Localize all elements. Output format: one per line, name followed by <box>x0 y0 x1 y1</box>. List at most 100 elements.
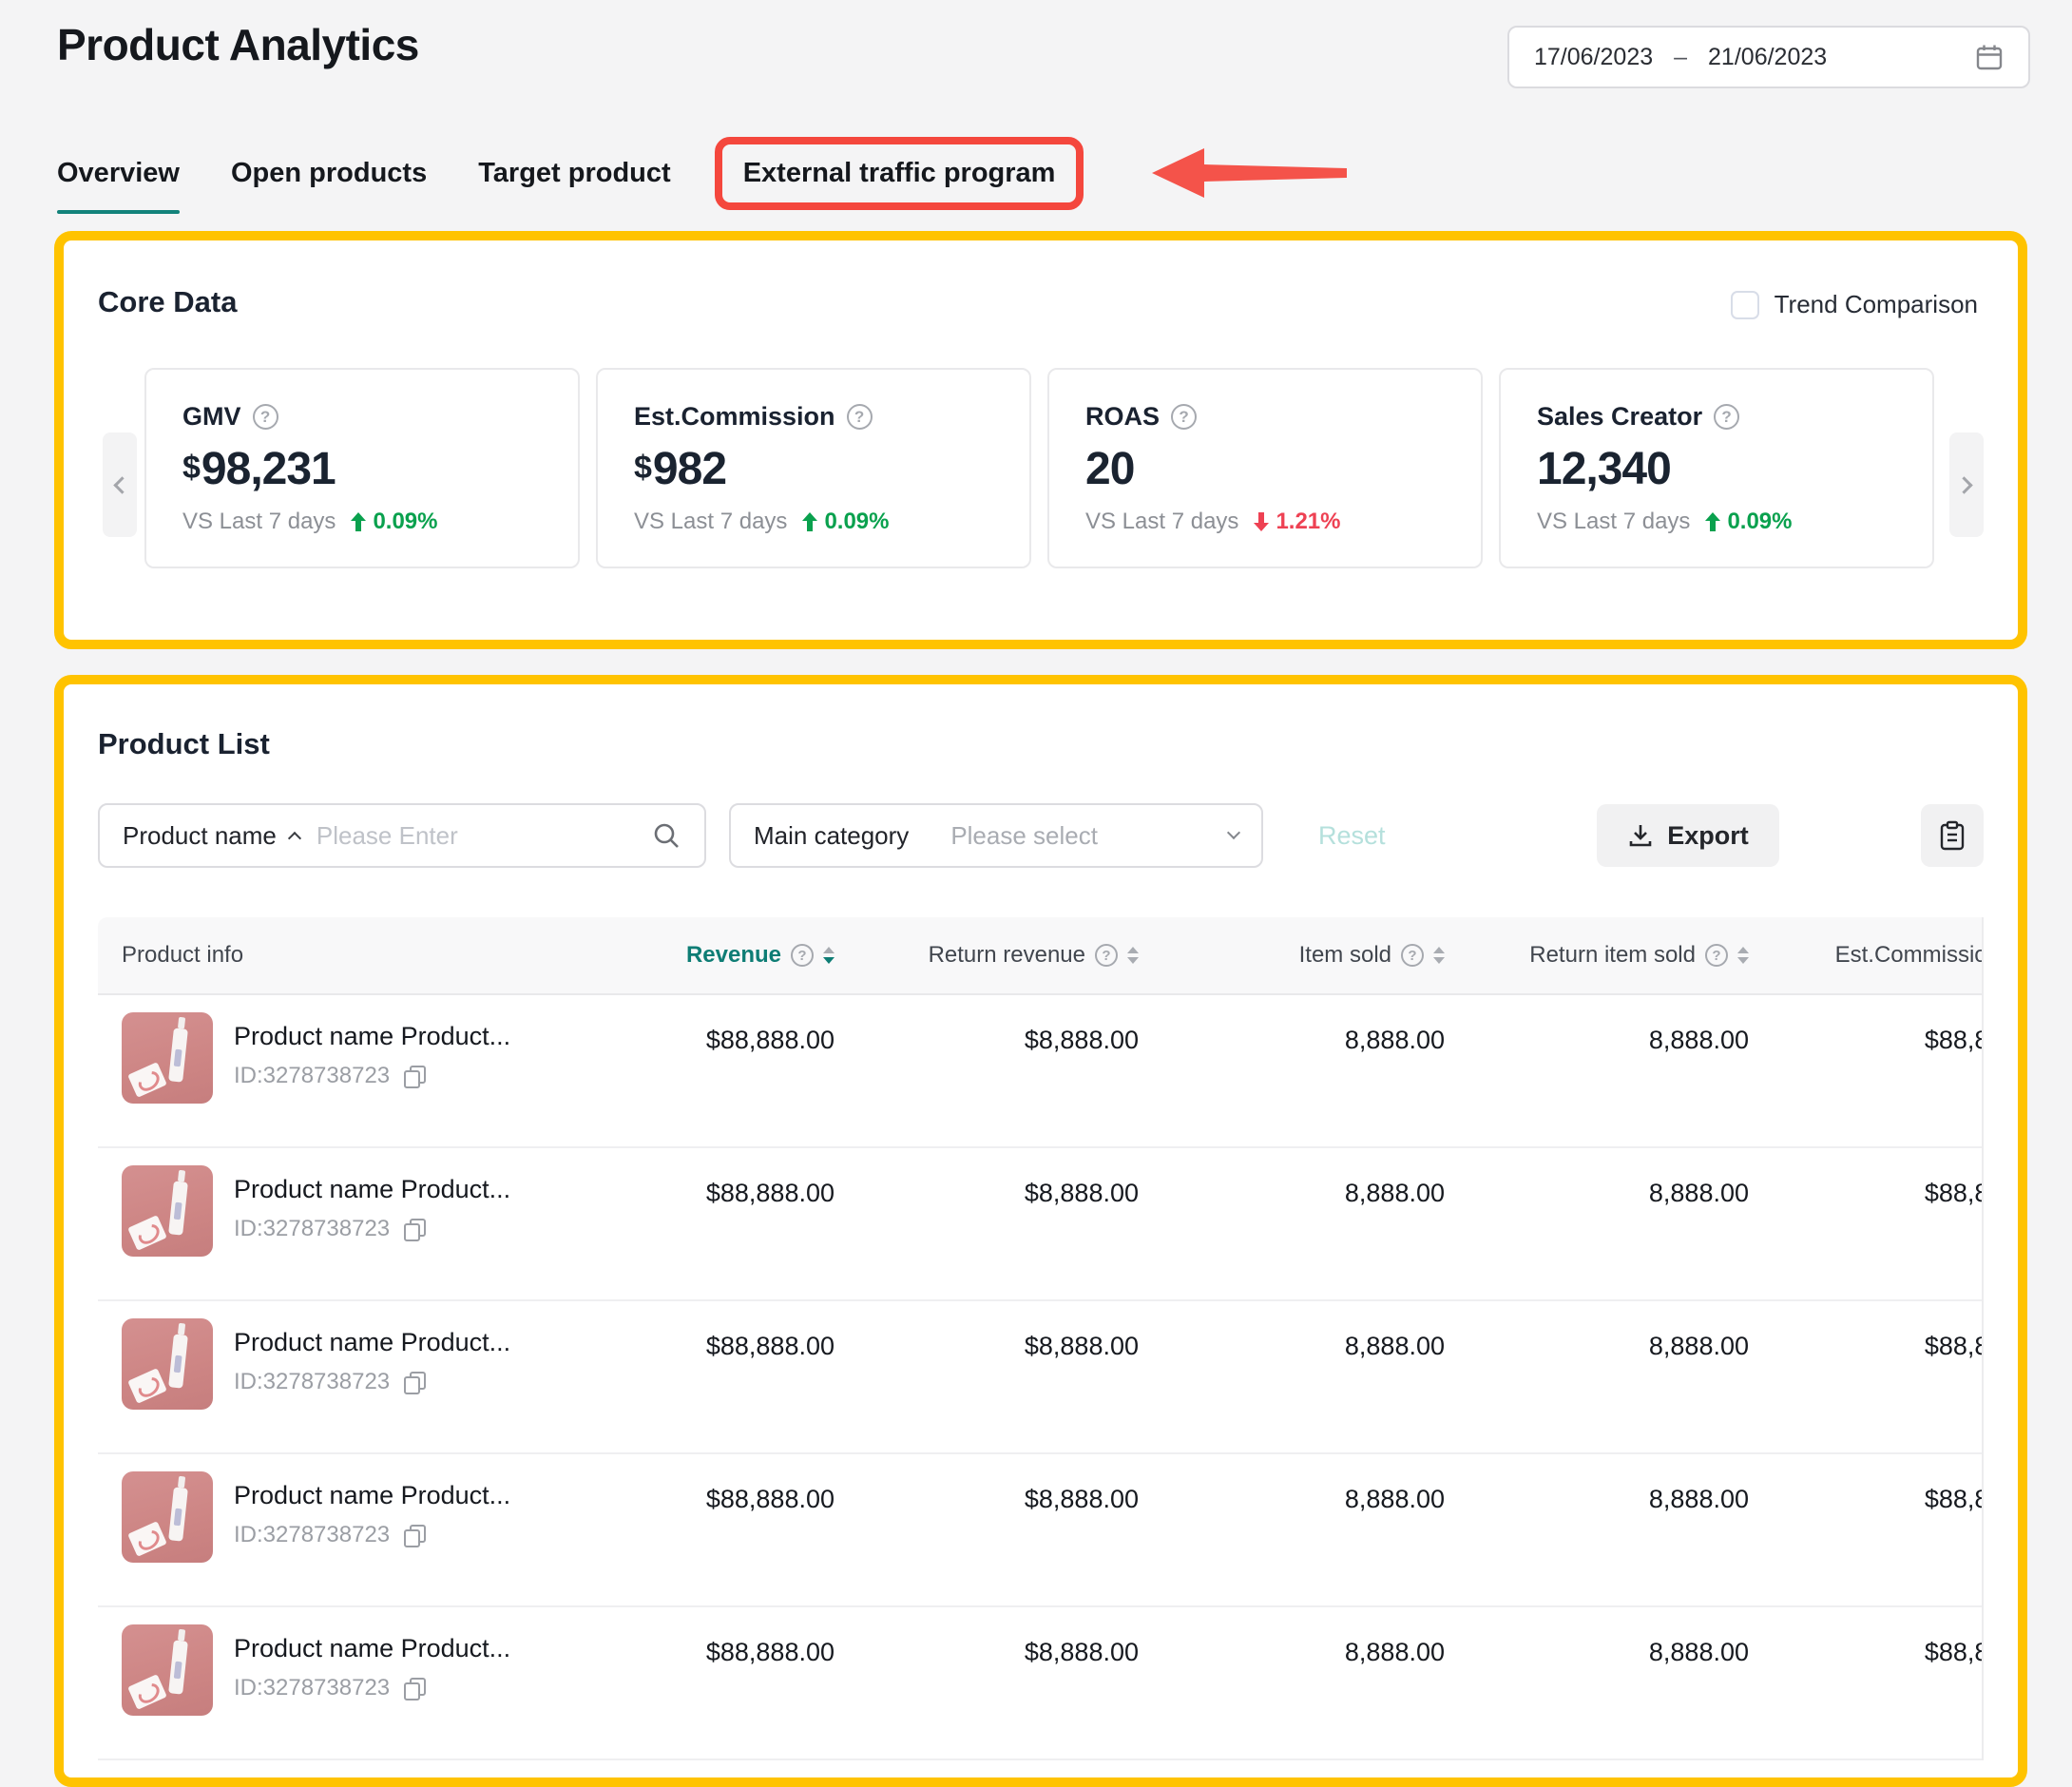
filter-row: Product name Main category Please select… <box>98 803 1984 868</box>
product-id: ID:3278738723 <box>234 1063 391 1088</box>
tab-target-product[interactable]: Target product <box>478 157 671 188</box>
help-icon[interactable] <box>1171 404 1198 430</box>
export-button[interactable]: Export <box>1597 804 1779 867</box>
est-commission-value: $88,888.00 <box>1924 1026 1984 1054</box>
metric-value: 982 <box>652 444 727 494</box>
product-image <box>122 1471 213 1563</box>
metric-delta: 1.21% <box>1254 509 1341 535</box>
metric-label: ROAS <box>1085 402 1161 431</box>
column-est-commission: Est.Commission <box>1749 917 1982 993</box>
sort-control-revenue[interactable] <box>823 947 835 964</box>
reset-button[interactable]: Reset <box>1318 820 1386 850</box>
page-title: Product Analytics <box>57 20 419 69</box>
metric-value: 12,340 <box>1537 444 1672 494</box>
tab-bar: Overview Open products Target product Ex… <box>57 133 1348 214</box>
vs-label: VS Last 7 days <box>1085 509 1239 534</box>
table-body: Product name Product... ID:3278738723 $8… <box>98 995 1982 1760</box>
annotation-arrow <box>1152 144 1348 202</box>
search-icon[interactable] <box>651 820 681 851</box>
product-name-filter[interactable]: Product name <box>98 803 706 868</box>
table-row[interactable]: Product name Product... ID:3278738723 $8… <box>98 1148 1984 1301</box>
copy-icon[interactable] <box>401 1217 427 1241</box>
return-item-sold-value: 8,888.00 <box>1648 1638 1749 1666</box>
return-item-sold-value: 8,888.00 <box>1648 1485 1749 1513</box>
main-category-filter[interactable]: Main category Please select <box>729 803 1263 868</box>
sort-control-return-item-sold[interactable] <box>1737 947 1749 964</box>
vs-label: VS Last 7 days <box>182 509 336 534</box>
product-name-input[interactable] <box>316 820 651 851</box>
help-icon[interactable] <box>252 404 278 430</box>
item-sold-value: 8,888.00 <box>1344 1332 1445 1360</box>
chevron-down-icon[interactable] <box>1226 825 1241 840</box>
help-icon[interactable] <box>1714 404 1740 430</box>
help-icon[interactable] <box>1401 944 1424 967</box>
metric-label: Est.Commission <box>634 402 835 431</box>
tab-overview[interactable]: Overview <box>57 157 180 214</box>
help-icon[interactable] <box>791 944 814 967</box>
sort-control-item-sold[interactable] <box>1433 947 1445 964</box>
return-revenue-value: $8,888.00 <box>1024 1485 1139 1513</box>
clipboard-icon <box>1940 820 1965 851</box>
est-commission-value: $88,888.00 <box>1924 1179 1984 1207</box>
product-id: ID:3278738723 <box>234 1369 391 1394</box>
product-list-panel: Product List Product name Main category … <box>54 675 2027 1787</box>
date-separator: – <box>1674 43 1688 70</box>
arrow-down-icon <box>1254 512 1270 531</box>
cards-prev-button[interactable] <box>103 432 137 537</box>
vs-label: VS Last 7 days <box>634 509 788 534</box>
revenue-value: $88,888.00 <box>705 1332 835 1360</box>
revenue-value: $88,888.00 <box>705 1026 835 1054</box>
table-header: Product info Revenue Return revenue Item… <box>98 917 1982 995</box>
product-image <box>122 1165 213 1257</box>
product-id: ID:3278738723 <box>234 1675 391 1701</box>
metric-delta: 0.09% <box>351 509 438 535</box>
tab-external-traffic-program[interactable]: External traffic program <box>714 136 1084 210</box>
cards-next-button[interactable] <box>1949 432 1984 537</box>
help-icon[interactable] <box>1705 944 1728 967</box>
product-name: Product name Product... <box>234 1175 511 1203</box>
metric-card-est-commission: Est.Commission $982 VS Last 7 days 0.09% <box>596 368 1031 568</box>
return-item-sold-value: 8,888.00 <box>1648 1332 1749 1360</box>
product-id: ID:3278738723 <box>234 1522 391 1547</box>
copy-icon[interactable] <box>401 1523 427 1547</box>
table-row[interactable]: Product name Product... ID:3278738723 $8… <box>98 1454 1982 1607</box>
return-item-sold-value: 8,888.00 <box>1648 1026 1749 1054</box>
calendar-icon[interactable] <box>1975 43 2004 71</box>
product-table: Product info Revenue Return revenue Item… <box>98 917 1984 1760</box>
arrow-up-icon <box>802 512 818 531</box>
est-commission-value: $88,888.00 <box>1924 1638 1984 1666</box>
metric-delta: 0.09% <box>1705 509 1793 535</box>
copy-icon[interactable] <box>401 1064 427 1088</box>
table-row[interactable]: Product name Product... ID:3278738723 $8… <box>98 995 1984 1148</box>
column-revenue: Revenue <box>516 917 835 993</box>
metric-currency: $ <box>634 450 652 486</box>
return-revenue-value: $8,888.00 <box>1024 1332 1139 1360</box>
table-row[interactable]: Product name Product... ID:3278738723 $8… <box>98 1301 1984 1454</box>
product-list-title: Product List <box>98 727 270 760</box>
chevron-up-icon[interactable] <box>287 831 301 846</box>
date-range-picker[interactable]: 17/06/2023 – 21/06/2023 <box>1507 26 2030 88</box>
tab-open-products[interactable]: Open products <box>230 157 428 188</box>
metric-delta: 0.09% <box>802 509 890 535</box>
product-name-filter-label: Product name <box>123 820 277 850</box>
sort-control-return-revenue[interactable] <box>1127 947 1139 964</box>
download-icon <box>1629 825 1652 847</box>
metric-value: 98,231 <box>201 444 336 494</box>
est-commission-value: $88,888.00 <box>1924 1332 1984 1360</box>
product-name: Product name Product... <box>234 1328 511 1356</box>
table-row[interactable]: Product name Product... ID:3278738723 $8… <box>98 1607 1984 1760</box>
revenue-value: $88,888.00 <box>705 1485 835 1513</box>
core-data-panel: Core Data Trend Comparison GMV $98,231 V… <box>54 231 2027 649</box>
metric-card-gmv: GMV $98,231 VS Last 7 days 0.09% <box>144 368 580 568</box>
help-icon[interactable] <box>1095 944 1118 967</box>
copy-icon[interactable] <box>401 1676 427 1701</box>
return-revenue-value: $8,888.00 <box>1024 1638 1139 1666</box>
product-analytics-page: { "page": { "title": "Product Analytics"… <box>0 0 2072 1742</box>
copy-icon[interactable] <box>401 1370 427 1394</box>
trend-comparison-toggle[interactable]: Trend Comparison <box>1730 290 1978 319</box>
help-icon[interactable] <box>846 404 873 430</box>
clipboard-button[interactable] <box>1921 804 1984 867</box>
trend-comparison-checkbox[interactable] <box>1730 290 1759 319</box>
metric-label: GMV <box>182 402 241 431</box>
column-return-item-sold: Return item sold <box>1445 917 1749 993</box>
